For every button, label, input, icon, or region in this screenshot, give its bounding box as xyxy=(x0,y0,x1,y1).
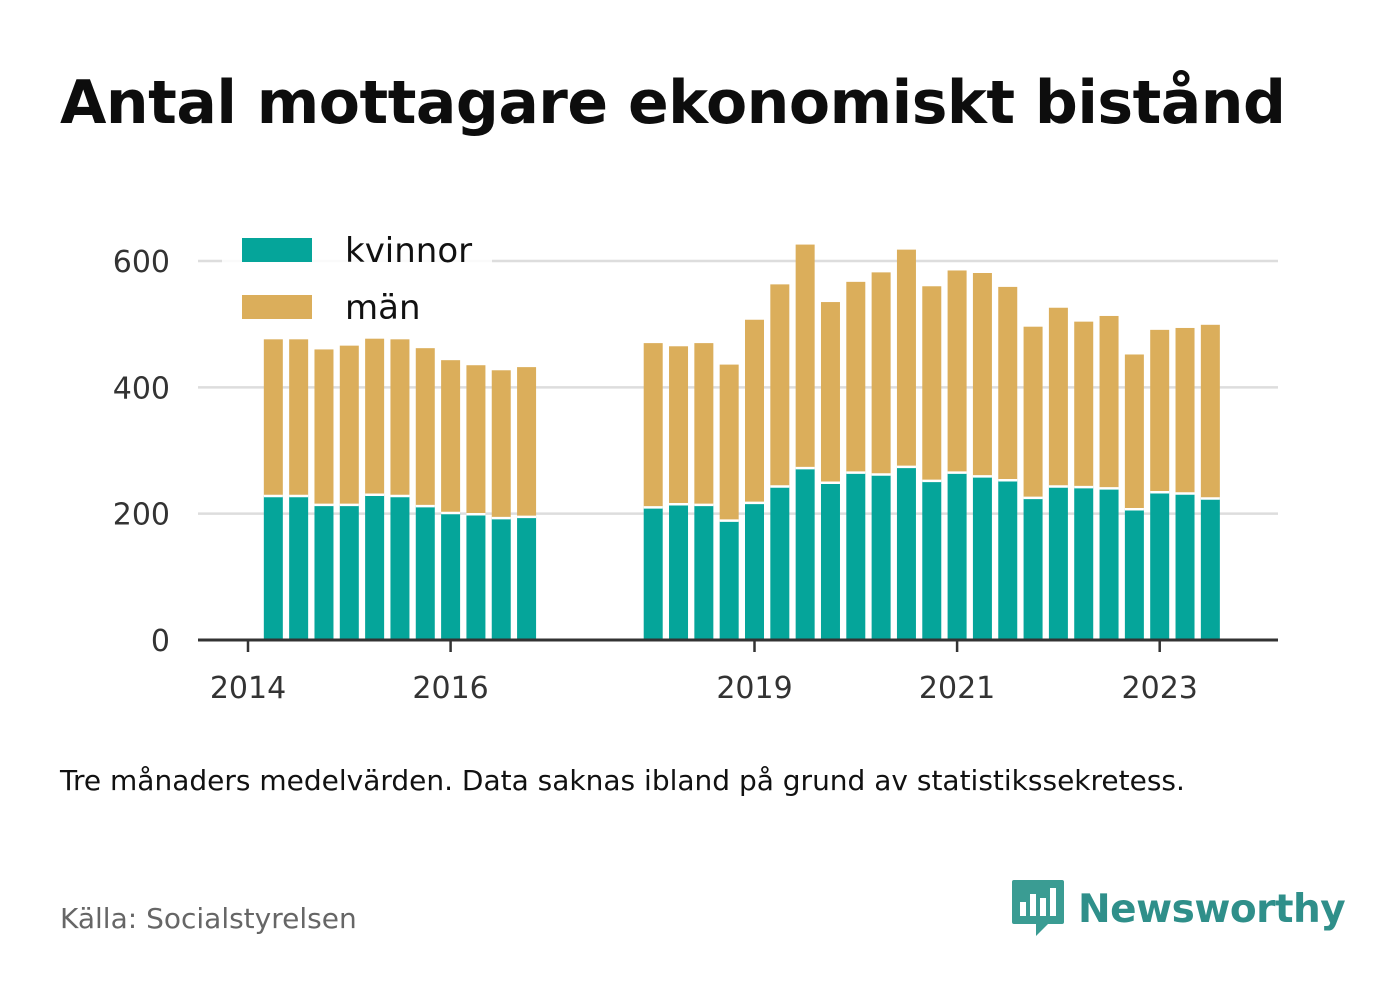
bar-kvinnor xyxy=(972,476,992,640)
bar-man xyxy=(1200,324,1220,499)
bar-man xyxy=(339,345,359,505)
legend-swatch xyxy=(242,295,312,319)
bar-man xyxy=(846,281,866,473)
legend-label: män xyxy=(345,288,421,328)
bars xyxy=(263,244,1220,640)
x-tick-label: 2023 xyxy=(1122,671,1198,706)
bar-man xyxy=(669,346,689,505)
bar-kvinnor xyxy=(1124,509,1144,640)
chart-title: Antal mottagare ekonomiskt bistånd xyxy=(60,68,1286,138)
bar-kvinnor xyxy=(390,495,410,640)
bar-man xyxy=(491,370,511,519)
bar-man xyxy=(415,348,435,507)
legend: kvinnor män xyxy=(222,228,492,336)
bar-kvinnor xyxy=(1099,488,1119,640)
bar-kvinnor xyxy=(719,520,739,640)
bar-man xyxy=(896,249,916,467)
bar-man xyxy=(1023,326,1043,498)
bar-man xyxy=(314,349,334,505)
bar-kvinnor xyxy=(339,504,359,640)
brand-name: Newsworthy xyxy=(1078,886,1346,932)
bar-kvinnor xyxy=(1074,487,1094,640)
bar-man xyxy=(719,364,739,521)
x-tick-label: 2014 xyxy=(210,671,286,706)
legend-swatch xyxy=(242,238,312,262)
bar-man xyxy=(1150,329,1170,493)
bar-kvinnor xyxy=(820,482,840,640)
bar-kvinnor xyxy=(643,507,663,640)
bar-man xyxy=(871,272,891,475)
bar-man xyxy=(770,284,790,487)
bar-man xyxy=(441,360,461,514)
bar-man xyxy=(390,339,410,496)
x-tick-label: 2019 xyxy=(716,671,792,706)
bar-man xyxy=(466,365,486,515)
bar-kvinnor xyxy=(365,494,385,640)
x-tick-label: 2016 xyxy=(412,671,488,706)
bar-kvinnor xyxy=(694,504,714,640)
bar-man xyxy=(365,338,385,495)
bar-man xyxy=(263,339,283,496)
newsworthy-logo-icon xyxy=(1012,880,1064,936)
bar-kvinnor xyxy=(770,486,790,640)
bar-man xyxy=(922,286,942,481)
bar-kvinnor xyxy=(1175,493,1195,640)
bar-man xyxy=(643,343,663,508)
bar-kvinnor xyxy=(947,472,967,640)
bar-kvinnor xyxy=(1048,486,1068,640)
bar-man xyxy=(1124,354,1144,510)
bar-kvinnor xyxy=(795,468,815,640)
bar-kvinnor xyxy=(289,495,309,640)
bar-kvinnor xyxy=(441,513,461,640)
bar-man xyxy=(1048,307,1068,487)
bar-kvinnor xyxy=(922,480,942,640)
bar-man xyxy=(1175,327,1195,494)
bar-kvinnor xyxy=(846,472,866,640)
y-tick-label: 0 xyxy=(151,624,170,659)
bar-kvinnor xyxy=(491,518,511,640)
bar-man xyxy=(694,343,714,505)
axes: 0 200 400 600 2014 2016 2019 2021 2023 xyxy=(113,245,1278,706)
chart-note: Tre månaders medelvärden. Data saknas ib… xyxy=(60,764,1185,797)
bar-kvinnor xyxy=(415,506,435,640)
bar-man xyxy=(972,273,992,477)
brand-logo[interactable]: Newsworthy xyxy=(1010,878,1346,940)
legend-label: kvinnor xyxy=(345,231,472,271)
bar-kvinnor xyxy=(1023,497,1043,640)
bar-man xyxy=(820,302,840,483)
y-tick-label: 600 xyxy=(113,245,170,280)
bar-man xyxy=(745,319,764,503)
bar-kvinnor xyxy=(1200,498,1220,640)
bar-kvinnor xyxy=(745,502,764,640)
bar-man xyxy=(1099,315,1119,489)
bar-man xyxy=(289,339,309,496)
bar-man xyxy=(795,244,815,469)
bar-man xyxy=(1074,321,1094,488)
bar-kvinnor xyxy=(669,504,689,640)
y-tick-label: 400 xyxy=(113,371,170,406)
bar-kvinnor xyxy=(871,474,891,640)
bar-kvinnor xyxy=(263,495,283,640)
bar-kvinnor xyxy=(517,516,537,640)
bar-kvinnor xyxy=(998,480,1018,640)
bar-man xyxy=(947,270,967,473)
x-tick-label: 2021 xyxy=(919,671,995,706)
bar-kvinnor xyxy=(896,466,916,640)
bar-kvinnor xyxy=(466,514,486,640)
y-tick-label: 200 xyxy=(113,498,170,533)
bar-kvinnor xyxy=(314,504,334,640)
bar-man xyxy=(517,367,537,517)
source-credit: Källa: Socialstyrelsen xyxy=(60,902,357,935)
bar-chart: 0 200 400 600 2014 2016 2019 2021 2023 kvinnor mä… xyxy=(112,228,1278,706)
bar-man xyxy=(998,286,1018,481)
bar-kvinnor xyxy=(1150,492,1170,640)
